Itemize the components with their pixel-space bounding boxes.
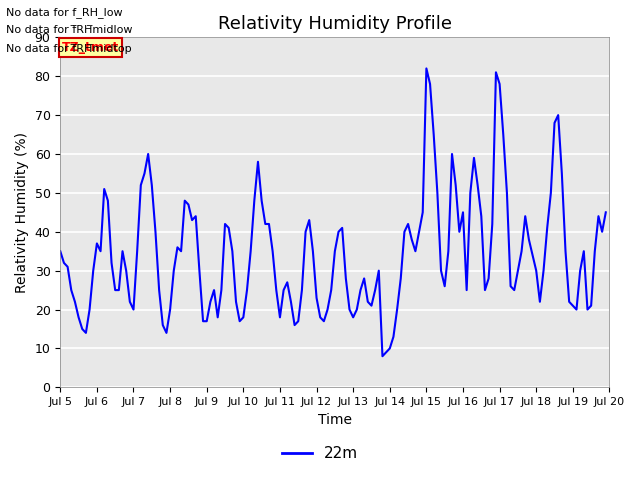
22m [422,66,430,72]
22m [514,268,522,274]
Text: No data for f̅RH̅midtop: No data for f̅RH̅midtop [6,44,132,54]
22m [602,209,610,215]
Y-axis label: Relativity Humidity (%): Relativity Humidity (%) [15,132,29,293]
X-axis label: Time: Time [318,413,352,427]
22m [364,299,372,305]
Text: No data for f_RH_low: No data for f_RH_low [6,7,123,18]
Text: TZ_tmet: TZ_tmet [62,41,119,54]
22m [273,287,280,293]
Text: No data for f̅RH̅midlow: No data for f̅RH̅midlow [6,25,133,36]
22m [441,283,449,289]
22m [379,353,387,359]
Line: 22m: 22m [60,69,606,356]
Title: Relativity Humidity Profile: Relativity Humidity Profile [218,15,452,33]
22m [236,318,243,324]
Legend: 22m: 22m [275,440,365,468]
22m [56,248,64,254]
22m [342,276,349,281]
